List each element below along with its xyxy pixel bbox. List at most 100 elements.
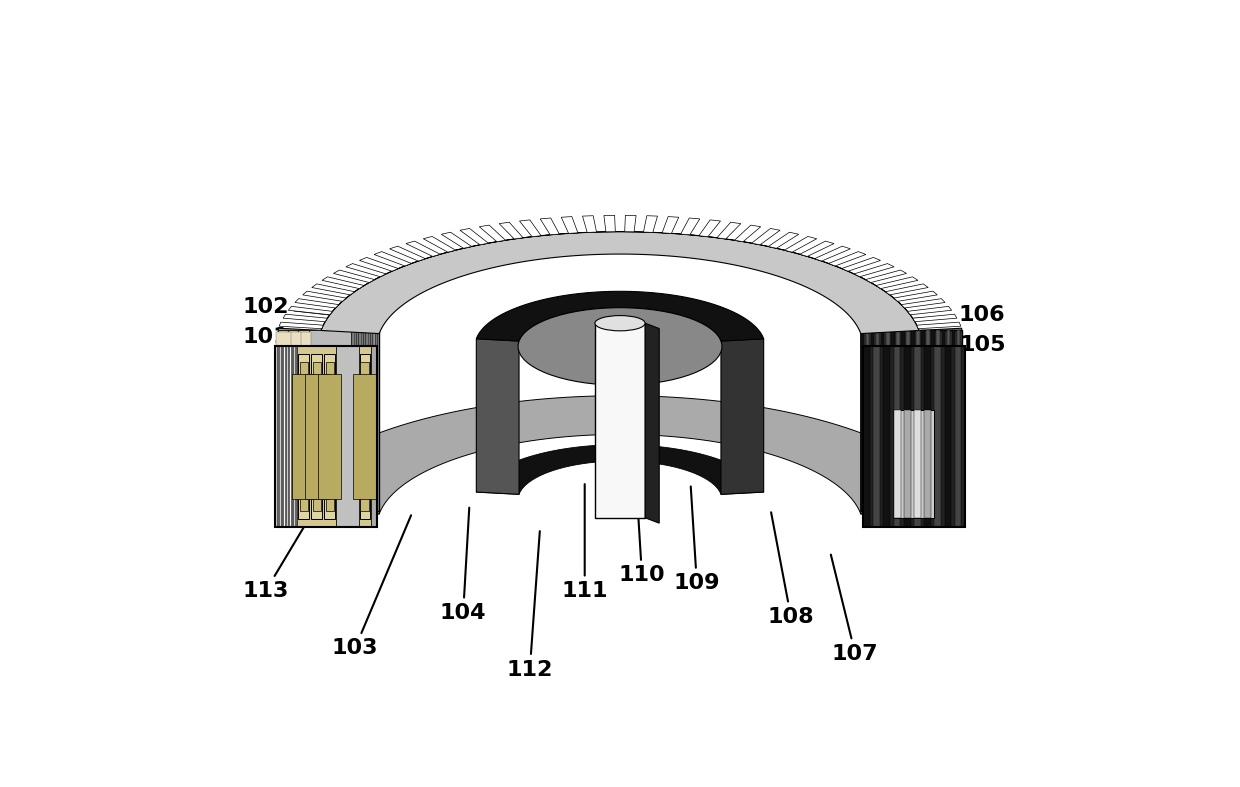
Polygon shape	[299, 331, 309, 511]
Polygon shape	[956, 331, 960, 511]
Text: 107: 107	[831, 555, 879, 664]
Polygon shape	[916, 322, 961, 329]
Polygon shape	[800, 241, 835, 257]
Polygon shape	[441, 232, 471, 249]
Polygon shape	[644, 216, 657, 232]
Text: 106: 106	[915, 305, 1006, 325]
Polygon shape	[906, 331, 910, 511]
Polygon shape	[371, 346, 377, 527]
Text: 108: 108	[768, 512, 815, 627]
Polygon shape	[854, 264, 894, 277]
Polygon shape	[604, 216, 615, 232]
Polygon shape	[296, 392, 311, 415]
Polygon shape	[423, 236, 455, 252]
Polygon shape	[941, 331, 945, 511]
Polygon shape	[926, 331, 930, 511]
Text: 111: 111	[562, 484, 608, 601]
Polygon shape	[785, 236, 817, 252]
Polygon shape	[296, 362, 311, 385]
Polygon shape	[911, 331, 915, 511]
Text: 109: 109	[673, 486, 720, 593]
Polygon shape	[311, 354, 322, 519]
Polygon shape	[662, 216, 678, 234]
Polygon shape	[870, 331, 874, 511]
Polygon shape	[476, 445, 764, 494]
Polygon shape	[296, 453, 311, 475]
Polygon shape	[861, 331, 864, 511]
Polygon shape	[334, 270, 374, 283]
Polygon shape	[880, 331, 884, 511]
Polygon shape	[277, 453, 290, 475]
Polygon shape	[278, 331, 289, 511]
Polygon shape	[286, 392, 301, 415]
Polygon shape	[914, 409, 921, 518]
Polygon shape	[861, 328, 962, 514]
Polygon shape	[769, 232, 799, 249]
Text: 101: 101	[242, 327, 334, 347]
Polygon shape	[305, 374, 329, 500]
Polygon shape	[946, 331, 950, 511]
Polygon shape	[295, 346, 296, 527]
Polygon shape	[875, 277, 918, 289]
Polygon shape	[863, 346, 869, 527]
Polygon shape	[299, 354, 309, 519]
Text: 103: 103	[331, 515, 412, 659]
Polygon shape	[286, 346, 288, 527]
Polygon shape	[317, 374, 341, 500]
Polygon shape	[286, 362, 301, 385]
Polygon shape	[275, 346, 277, 527]
Polygon shape	[278, 346, 279, 527]
Polygon shape	[296, 423, 311, 445]
Polygon shape	[699, 220, 720, 237]
Polygon shape	[279, 322, 324, 329]
Polygon shape	[476, 338, 520, 494]
Polygon shape	[312, 362, 321, 511]
Polygon shape	[296, 482, 311, 504]
Polygon shape	[291, 374, 316, 500]
Polygon shape	[277, 362, 290, 385]
Polygon shape	[883, 346, 890, 527]
Text: 113: 113	[242, 486, 329, 601]
Polygon shape	[904, 409, 911, 518]
Text: 105: 105	[915, 335, 1006, 355]
Polygon shape	[295, 299, 339, 308]
Polygon shape	[324, 354, 335, 519]
Polygon shape	[291, 346, 294, 527]
Polygon shape	[842, 257, 880, 272]
Polygon shape	[520, 220, 541, 237]
Polygon shape	[296, 332, 311, 354]
Polygon shape	[914, 346, 921, 527]
Polygon shape	[336, 346, 358, 527]
Polygon shape	[887, 331, 889, 511]
Polygon shape	[894, 409, 900, 518]
Polygon shape	[309, 331, 351, 511]
Text: 102: 102	[242, 297, 334, 317]
Polygon shape	[873, 346, 880, 527]
Polygon shape	[916, 331, 920, 511]
Polygon shape	[894, 409, 935, 518]
Polygon shape	[931, 331, 935, 511]
Polygon shape	[562, 216, 578, 234]
Text: 104: 104	[440, 508, 486, 623]
Polygon shape	[897, 331, 899, 511]
Polygon shape	[751, 228, 780, 245]
Polygon shape	[645, 323, 660, 523]
Polygon shape	[286, 482, 301, 504]
Polygon shape	[734, 225, 760, 242]
Polygon shape	[284, 346, 285, 527]
Polygon shape	[480, 225, 506, 242]
Polygon shape	[322, 277, 365, 289]
Polygon shape	[374, 252, 412, 266]
Polygon shape	[625, 216, 636, 232]
Polygon shape	[321, 231, 919, 334]
Polygon shape	[955, 346, 961, 527]
Polygon shape	[894, 346, 900, 527]
Polygon shape	[861, 331, 962, 511]
Polygon shape	[277, 392, 290, 415]
Polygon shape	[289, 346, 290, 527]
Polygon shape	[815, 246, 851, 261]
Polygon shape	[275, 346, 377, 527]
Polygon shape	[583, 216, 596, 232]
Polygon shape	[885, 284, 929, 295]
Polygon shape	[300, 362, 308, 511]
